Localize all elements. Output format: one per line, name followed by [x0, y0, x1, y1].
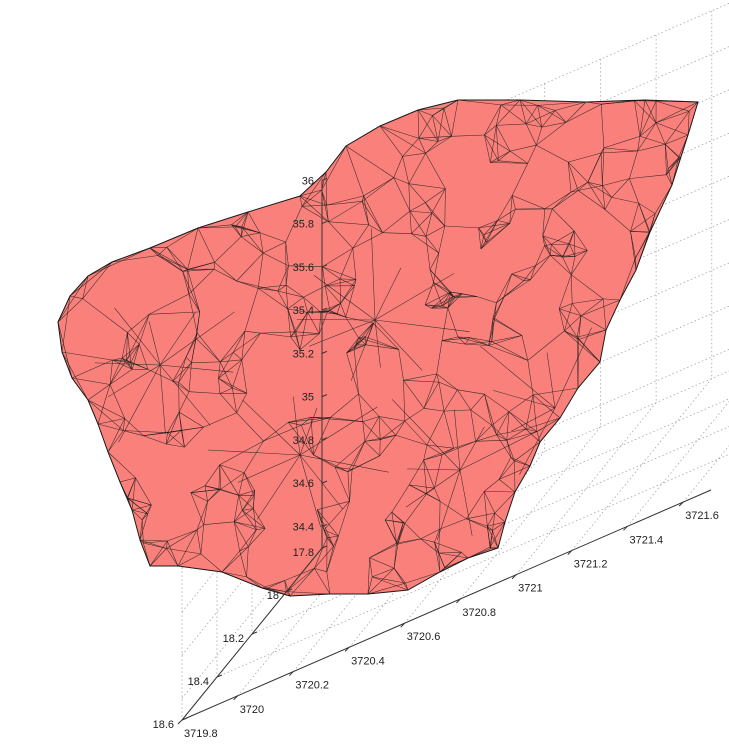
- z-tick-label: 35.8: [293, 219, 314, 231]
- x-tick: [178, 720, 182, 724]
- x-tick-label: 3721.2: [574, 559, 608, 571]
- x-tick-label: 3721.6: [685, 510, 719, 522]
- x-tick-label: 3720.2: [295, 680, 329, 692]
- z-tick-label: 34.6: [293, 478, 314, 490]
- y-tick-label: 17.8: [293, 547, 314, 559]
- x-tick-label: 3720.6: [407, 631, 441, 643]
- z-tick-label: 35.6: [293, 262, 314, 274]
- z-tick-label: 35: [302, 392, 314, 404]
- x-tick-label: 3719.8: [184, 728, 218, 740]
- z-tick-label: 35.4: [293, 305, 314, 317]
- y-tick-label: 18.6: [153, 719, 174, 731]
- y-tick-label: 18.2: [223, 633, 244, 645]
- z-tick-label: 36: [302, 175, 314, 187]
- z-tick-label: 35.2: [293, 348, 314, 360]
- y-tick-label: 18: [267, 590, 279, 602]
- x-tick-label: 3720.4: [351, 655, 385, 667]
- y-tick-label: 18.4: [188, 676, 209, 688]
- x-tick-label: 3721: [518, 583, 542, 595]
- z-tick-label: 34.4: [293, 521, 314, 533]
- grid-line-x: [683, 0, 729, 502]
- grid-line-x: [628, 0, 729, 526]
- x-tick-label: 3721.4: [630, 534, 664, 546]
- z-tick-label: 34.8: [293, 435, 314, 447]
- x-tick-label: 3720: [240, 704, 264, 716]
- mesh-surface: [58, 100, 698, 596]
- x-tick-label: 3720.8: [462, 607, 496, 619]
